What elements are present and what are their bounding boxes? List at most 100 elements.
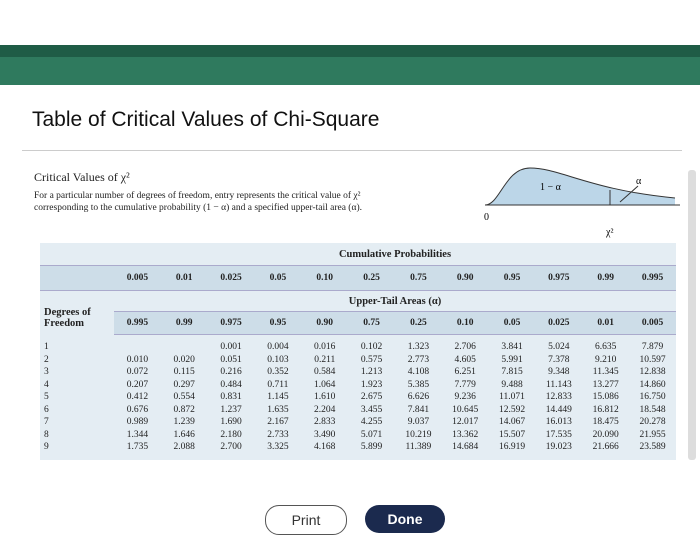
value-cell: 0.004 bbox=[267, 342, 289, 353]
df-cell: 2 bbox=[44, 354, 49, 365]
value-cell: 3.490 bbox=[314, 429, 336, 440]
value-cell: 12.833 bbox=[545, 392, 572, 403]
column-header: 0.025 bbox=[535, 311, 583, 335]
value-cell: 2.180 bbox=[220, 429, 242, 440]
table-row: 8 1.344 1.646 2.180 2.733 3.490 5.071 10.219 13.… bbox=[40, 429, 676, 442]
value-cell: 1.145 bbox=[267, 392, 289, 403]
value-cell: 14.449 bbox=[545, 404, 572, 415]
page-title: Table of Critical Values of Chi-Square bbox=[32, 108, 380, 131]
value-cell: 0.412 bbox=[126, 392, 149, 403]
value-cell: 17.535 bbox=[545, 429, 572, 440]
curve-area bbox=[485, 168, 675, 205]
table-cell bbox=[40, 454, 676, 460]
value-cell: 0.831 bbox=[220, 392, 242, 403]
column-header: 0.99 bbox=[582, 265, 630, 291]
value-cell: 3.841 bbox=[501, 342, 523, 353]
value-cell: 7.378 bbox=[548, 354, 570, 365]
df-cell: 7 bbox=[44, 417, 49, 428]
value-cell: 11.389 bbox=[405, 442, 432, 453]
value-cell: 5.991 bbox=[501, 354, 523, 365]
value-cell: 15.507 bbox=[498, 429, 526, 440]
column-header: 0.975 bbox=[207, 311, 255, 335]
value-cell: 4.168 bbox=[314, 442, 336, 453]
column-header: 0.90 bbox=[301, 311, 349, 335]
value-cell: 11.071 bbox=[499, 392, 525, 403]
group-header: Cumulative Probabilities bbox=[338, 248, 452, 260]
df-cell: 4 bbox=[44, 379, 49, 390]
value-cell: 0.010 bbox=[126, 354, 149, 365]
description-line: For a particular number of degrees of fr… bbox=[34, 191, 361, 201]
value-cell: 0.102 bbox=[360, 342, 383, 353]
value-cell: 0.352 bbox=[267, 367, 289, 378]
value-cell: 18.548 bbox=[639, 404, 666, 415]
figure-label: 0 bbox=[484, 212, 489, 223]
value-cell: 1.064 bbox=[314, 379, 336, 390]
value-cell: 7.841 bbox=[407, 404, 430, 415]
print-button[interactable]: Print bbox=[265, 505, 347, 535]
description: For a particular number of degrees of fr… bbox=[34, 190, 362, 214]
value-cell: 12.017 bbox=[452, 417, 479, 428]
value-cell: 13.277 bbox=[592, 379, 619, 390]
column-header: 0.025 bbox=[207, 265, 255, 291]
table-cell bbox=[40, 265, 114, 291]
df-cell: 6 bbox=[44, 404, 49, 415]
column-header: 0.90 bbox=[441, 265, 489, 291]
value-cell: 1.923 bbox=[360, 379, 383, 390]
value-cell: 13.362 bbox=[452, 429, 479, 440]
table-row: 6 0.676 0.872 1.237 1.635 2.204 3.455 7.841 10.6… bbox=[40, 404, 676, 417]
value-cell: 23.589 bbox=[639, 442, 666, 453]
value-cell: 0.207 bbox=[126, 379, 149, 390]
value-cell bbox=[114, 341, 161, 354]
description-line: corresponding to the cumulative probabil… bbox=[34, 203, 362, 213]
df-cell: 5 bbox=[44, 392, 49, 403]
value-cell: 0.103 bbox=[267, 354, 289, 365]
divider bbox=[22, 150, 682, 151]
value-cell: 0.554 bbox=[173, 392, 195, 403]
top-bar bbox=[0, 45, 700, 57]
column-header: 0.01 bbox=[582, 311, 630, 335]
chi-square-table: Cumulative Probabilities 0.005 0.01 0.025 0.… bbox=[40, 243, 676, 460]
column-header: 0.75 bbox=[394, 265, 442, 291]
sub-header: Upper-Tail Areas (α) bbox=[348, 295, 442, 307]
value-cell: 2.733 bbox=[267, 429, 289, 440]
column-header: 0.005 bbox=[629, 311, 676, 335]
value-cell: 10.645 bbox=[452, 404, 479, 415]
value-cell: 10.597 bbox=[639, 354, 666, 365]
value-cell: 4.605 bbox=[454, 354, 476, 365]
value-cell bbox=[161, 341, 208, 354]
value-cell: 3.455 bbox=[360, 404, 383, 415]
value-cell: 1.610 bbox=[314, 392, 336, 403]
column-header: 0.005 bbox=[114, 265, 161, 291]
value-cell: 0.575 bbox=[360, 354, 383, 365]
value-cell: 0.115 bbox=[173, 367, 195, 378]
df-cell: 1 bbox=[44, 342, 49, 353]
value-cell: 0.211 bbox=[314, 354, 336, 365]
value-cell: 5.024 bbox=[548, 342, 570, 353]
value-cell: 1.344 bbox=[126, 429, 149, 440]
value-cell: 0.484 bbox=[220, 379, 242, 390]
value-cell: 6.626 bbox=[407, 392, 430, 403]
table-row: 9 1.735 2.088 2.700 3.325 4.168 5.899 11.389 14.… bbox=[40, 441, 676, 454]
column-header: 0.01 bbox=[160, 265, 208, 291]
chi-square-figure: 1 − α α 0 χ² bbox=[484, 167, 680, 238]
value-cell: 2.773 bbox=[407, 354, 430, 365]
value-cell: 6.635 bbox=[595, 342, 617, 353]
value-cell: 12.838 bbox=[639, 367, 666, 378]
table-row: 0.995 0.99 0.975 0.95 0.90 0.75 0.25 0.10 0.05 0.… bbox=[40, 311, 676, 335]
table-row: 5 0.412 0.554 0.831 1.145 1.610 2.675 6.626 9.23… bbox=[40, 391, 676, 404]
done-button[interactable]: Done bbox=[365, 505, 445, 533]
column-header: 0.975 bbox=[535, 265, 583, 291]
value-cell: 7.879 bbox=[641, 342, 664, 353]
value-cell: 1.635 bbox=[267, 404, 289, 415]
table-row: 2 0.010 0.020 0.051 0.103 0.211 0.575 2.773 4.60… bbox=[40, 354, 676, 367]
value-cell: 9.210 bbox=[595, 354, 617, 365]
top-bar-stripe bbox=[0, 57, 700, 85]
value-cell: 9.488 bbox=[501, 379, 523, 390]
value-cell: 0.297 bbox=[173, 379, 195, 390]
value-cell: 2.833 bbox=[314, 417, 336, 428]
column-header: 0.995 bbox=[629, 265, 676, 291]
value-cell: 1.237 bbox=[220, 404, 242, 415]
value-cell: 1.735 bbox=[126, 442, 149, 453]
value-cell: 14.860 bbox=[639, 379, 666, 390]
value-cell: 9.236 bbox=[454, 392, 476, 403]
